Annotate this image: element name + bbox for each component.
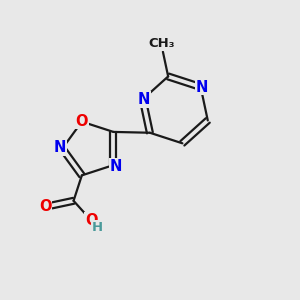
Text: N: N — [54, 140, 66, 155]
Text: O: O — [39, 199, 52, 214]
Text: N: N — [138, 92, 150, 107]
Text: H: H — [92, 221, 103, 234]
Text: CH₃: CH₃ — [148, 37, 174, 50]
Text: N: N — [110, 158, 122, 173]
Text: O: O — [76, 114, 88, 129]
Text: N: N — [196, 80, 208, 94]
Text: O: O — [85, 213, 98, 228]
